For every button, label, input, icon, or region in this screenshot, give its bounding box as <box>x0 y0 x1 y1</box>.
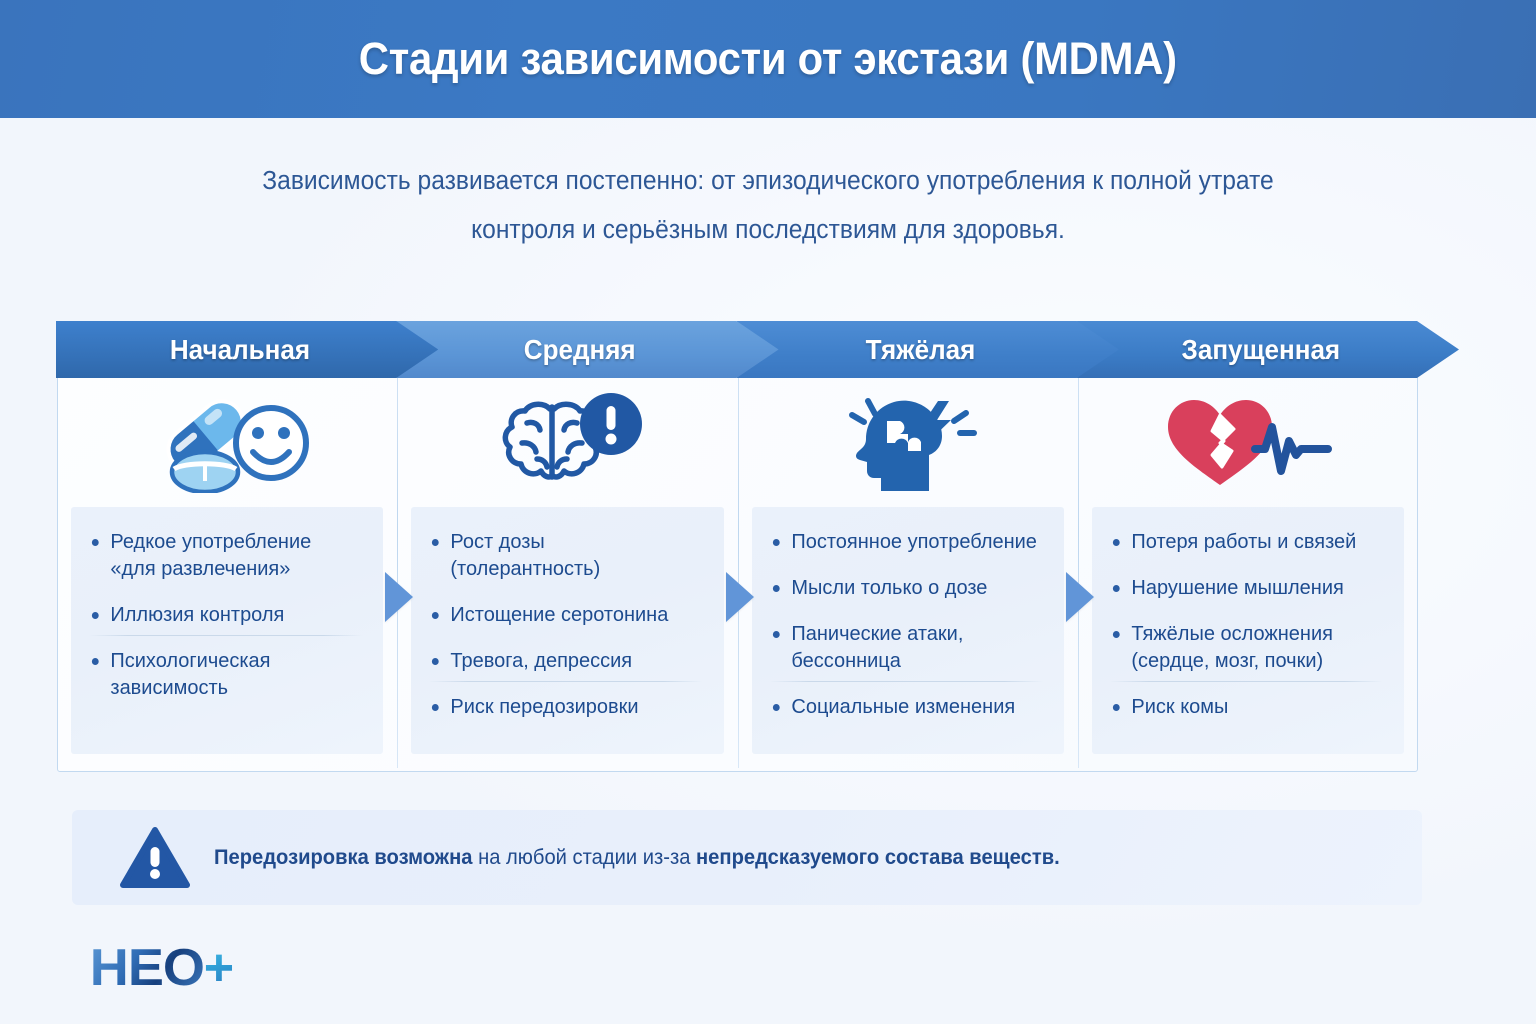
list-item: Тревога, депрессия <box>427 647 698 674</box>
list-item: Панические атаки, бессонница <box>768 620 1039 674</box>
stage-bullet-list-4: Потеря работы и связей Нарушение мышлени… <box>1108 528 1386 720</box>
list-item: Истощение серотонина <box>427 601 698 628</box>
subtitle-line-1: Зависимость развивается постепенно: от э… <box>262 167 1274 195</box>
broken-heart-pulse-icon <box>1167 400 1332 485</box>
header-bar: Стадии зависимости от экстази (MDMA) <box>0 0 1536 118</box>
stage-bullets-card-3: Постоянное употребление Мысли только о д… <box>751 507 1064 754</box>
overdose-warning-banner: Передозировка возможна на любой стадии и… <box>72 810 1422 905</box>
stage-bullet-list-2: Рост дозы (толерантность) Истощение серо… <box>427 528 705 720</box>
stage-icon-4 <box>1078 380 1418 502</box>
warning-triangle-icon <box>120 826 190 888</box>
brain-alert-icon <box>503 393 643 480</box>
stage-column-1: Начальная <box>57 322 397 772</box>
stage-icon-2 <box>397 380 737 502</box>
stage-bullets-card-2: Рост дозы (толерантность) Истощение серо… <box>411 507 724 754</box>
stage-bullets-card-4: Потеря работы и связей Нарушение мышлени… <box>1091 507 1404 754</box>
stage-bullets-card-1: Редкое употребление «для развлечения» Ил… <box>71 507 384 754</box>
page-title: Стадии зависимости от экстази (MDMA) <box>358 33 1178 84</box>
list-item: Риск комы <box>1108 681 1384 720</box>
brand-logo: НЕО + <box>89 938 235 998</box>
subtitle: Зависимость развивается постепенно: от э… <box>199 157 1338 255</box>
stage-column-4: Запущенная Потеря работы и связей Наруше… <box>1078 322 1418 772</box>
list-item: Тяжёлые осложнения (сердце, мозг, почки) <box>1108 620 1379 674</box>
stage-bullet-list-3: Постоянное употребление Мысли только о д… <box>768 528 1046 720</box>
list-item: Социальные изменения <box>768 681 1043 720</box>
list-item: Мысли только о дозе <box>768 574 1039 601</box>
stage-icon-3 <box>738 380 1078 502</box>
list-item: Психологическая зависимость <box>87 635 363 701</box>
list-item: Потеря работы и связей <box>1108 528 1379 555</box>
stage-label-3: Тяжёлая <box>865 333 975 365</box>
list-item: Постоянное употребление <box>768 528 1039 555</box>
stage-bullet-list-1: Редкое употребление «для развлечения» Ил… <box>87 528 365 701</box>
stage-banner-1[interactable]: Начальная <box>56 321 438 378</box>
stage-label-4: Запущенная <box>1181 333 1340 365</box>
stage-label-2: Средняя <box>524 333 636 365</box>
stages-grid: Начальная <box>57 322 1418 772</box>
warning-text: Передозировка возможна на любой стадии и… <box>214 846 1060 870</box>
stage-banner-4[interactable]: Запущенная <box>1077 321 1459 378</box>
list-item: Риск передозировки <box>427 681 703 720</box>
stage-icon-1 <box>57 380 397 502</box>
step-arrow-icon-1 <box>385 572 414 622</box>
list-item: Иллюзия контроля <box>87 601 358 628</box>
stage-banner-2[interactable]: Средняя <box>396 321 778 378</box>
list-item: Рост дозы (толерантность) <box>427 528 698 582</box>
step-arrow-icon-3 <box>1065 572 1094 622</box>
list-item: Редкое употребление «для развлечения» <box>87 528 358 582</box>
list-item: Нарушение мышления <box>1108 574 1379 601</box>
stage-banner-3[interactable]: Тяжёлая <box>737 321 1119 378</box>
subtitle-line-2: контроля и серьёзным последствиям для зд… <box>471 216 1065 244</box>
warning-bold-start: Передозировка возможна <box>214 845 473 869</box>
step-arrow-icon-2 <box>725 572 754 622</box>
logo-wordmark: НЕО <box>89 939 205 997</box>
pills-and-smiley-icon <box>166 399 310 493</box>
stage-column-3: Тяжёлая Постоянное употребле <box>738 322 1078 772</box>
stage-label-1: Начальная <box>169 333 310 365</box>
stage-column-2: Средняя Рост до <box>397 322 737 772</box>
warning-middle: на любой стадии из-за <box>472 845 697 869</box>
logo-plus-icon: + <box>203 939 235 997</box>
warning-bold-end: непредсказуемого состава веществ. <box>696 845 1060 869</box>
head-puzzle-lightning-icon <box>848 398 977 491</box>
